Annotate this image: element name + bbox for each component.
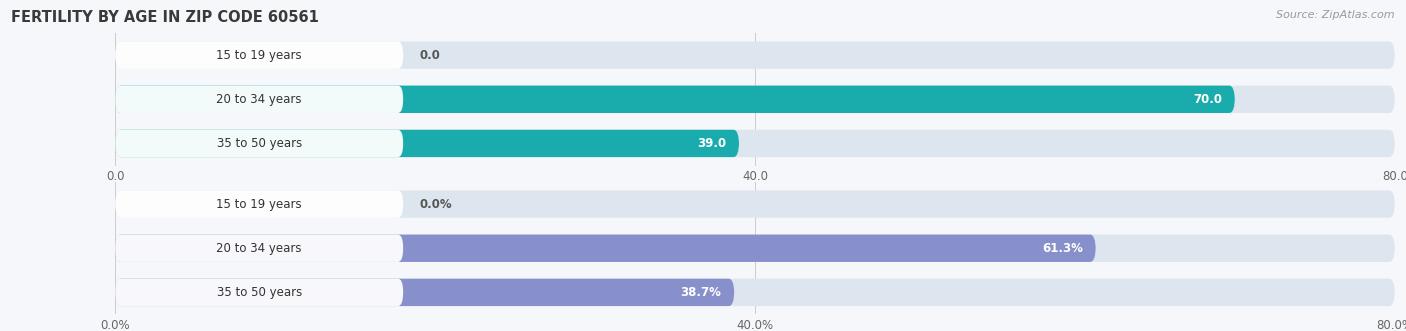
FancyBboxPatch shape: [115, 279, 734, 306]
Text: 0.0%: 0.0%: [419, 198, 451, 211]
FancyBboxPatch shape: [115, 235, 404, 262]
FancyBboxPatch shape: [115, 190, 1395, 218]
Text: 39.0: 39.0: [697, 137, 727, 150]
FancyBboxPatch shape: [115, 279, 404, 306]
FancyBboxPatch shape: [115, 41, 404, 69]
Text: 35 to 50 years: 35 to 50 years: [217, 137, 302, 150]
FancyBboxPatch shape: [115, 86, 1395, 113]
FancyBboxPatch shape: [115, 86, 1234, 113]
FancyBboxPatch shape: [115, 130, 1395, 157]
Text: 70.0: 70.0: [1194, 93, 1222, 106]
FancyBboxPatch shape: [115, 235, 1395, 262]
Text: 0.0: 0.0: [419, 49, 440, 62]
Text: 15 to 19 years: 15 to 19 years: [217, 198, 302, 211]
Text: 20 to 34 years: 20 to 34 years: [217, 93, 302, 106]
Text: Source: ZipAtlas.com: Source: ZipAtlas.com: [1277, 10, 1395, 20]
FancyBboxPatch shape: [115, 41, 1395, 69]
FancyBboxPatch shape: [115, 86, 404, 113]
FancyBboxPatch shape: [115, 235, 1095, 262]
FancyBboxPatch shape: [115, 190, 404, 218]
FancyBboxPatch shape: [115, 130, 740, 157]
Text: FERTILITY BY AGE IN ZIP CODE 60561: FERTILITY BY AGE IN ZIP CODE 60561: [11, 10, 319, 25]
FancyBboxPatch shape: [115, 130, 404, 157]
Text: 38.7%: 38.7%: [681, 286, 721, 299]
Text: 35 to 50 years: 35 to 50 years: [217, 286, 302, 299]
FancyBboxPatch shape: [115, 279, 1395, 306]
Text: 61.3%: 61.3%: [1042, 242, 1083, 255]
Text: 20 to 34 years: 20 to 34 years: [217, 242, 302, 255]
Text: 15 to 19 years: 15 to 19 years: [217, 49, 302, 62]
